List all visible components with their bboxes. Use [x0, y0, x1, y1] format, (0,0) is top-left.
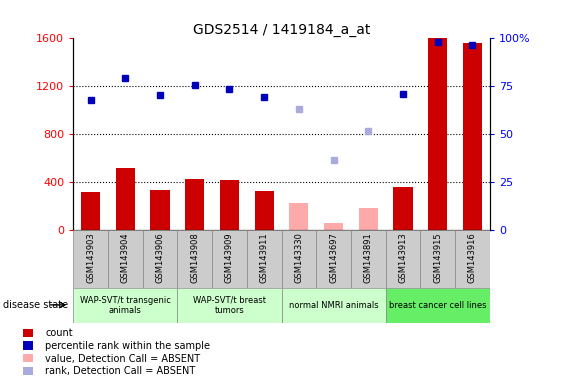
- Bar: [185, 179, 204, 230]
- Text: GSM143916: GSM143916: [468, 232, 477, 283]
- Bar: [247, 230, 282, 288]
- Bar: [282, 230, 316, 288]
- Text: WAP-SVT/t breast
tumors: WAP-SVT/t breast tumors: [193, 296, 266, 315]
- Text: rank, Detection Call = ABSENT: rank, Detection Call = ABSENT: [45, 366, 195, 376]
- Title: GDS2514 / 1419184_a_at: GDS2514 / 1419184_a_at: [193, 23, 370, 37]
- Text: GSM143891: GSM143891: [364, 232, 373, 283]
- Bar: [282, 288, 386, 323]
- Text: GSM143906: GSM143906: [155, 232, 164, 283]
- Bar: [81, 192, 100, 230]
- Bar: [428, 38, 447, 230]
- Text: count: count: [45, 328, 73, 338]
- Text: GSM143330: GSM143330: [294, 232, 303, 283]
- Bar: [108, 230, 142, 288]
- Bar: [150, 190, 169, 230]
- Text: GSM143697: GSM143697: [329, 232, 338, 283]
- Bar: [212, 230, 247, 288]
- Text: value, Detection Call = ABSENT: value, Detection Call = ABSENT: [45, 354, 200, 364]
- Text: percentile rank within the sample: percentile rank within the sample: [45, 341, 210, 351]
- Bar: [73, 230, 108, 288]
- Text: GSM143909: GSM143909: [225, 232, 234, 283]
- Text: GSM143904: GSM143904: [121, 232, 129, 283]
- Bar: [359, 208, 378, 230]
- Text: normal NMRI animals: normal NMRI animals: [289, 301, 378, 310]
- Bar: [177, 288, 282, 323]
- Bar: [455, 230, 490, 288]
- Bar: [289, 203, 309, 230]
- Text: disease state: disease state: [3, 300, 68, 310]
- Bar: [351, 230, 386, 288]
- Bar: [254, 191, 274, 230]
- Bar: [116, 168, 135, 230]
- Bar: [394, 187, 413, 230]
- Bar: [142, 230, 177, 288]
- Bar: [421, 230, 455, 288]
- Text: GSM143911: GSM143911: [260, 232, 269, 283]
- Text: WAP-SVT/t transgenic
animals: WAP-SVT/t transgenic animals: [80, 296, 171, 315]
- Bar: [316, 230, 351, 288]
- Bar: [386, 230, 421, 288]
- Bar: [220, 180, 239, 230]
- Text: GSM143908: GSM143908: [190, 232, 199, 283]
- Text: GSM143913: GSM143913: [399, 232, 408, 283]
- Bar: [177, 230, 212, 288]
- Text: breast cancer cell lines: breast cancer cell lines: [389, 301, 486, 310]
- Bar: [463, 43, 482, 230]
- Text: GSM143903: GSM143903: [86, 232, 95, 283]
- Bar: [73, 288, 177, 323]
- Text: GSM143915: GSM143915: [434, 232, 442, 283]
- Bar: [386, 288, 490, 323]
- Bar: [324, 223, 343, 230]
